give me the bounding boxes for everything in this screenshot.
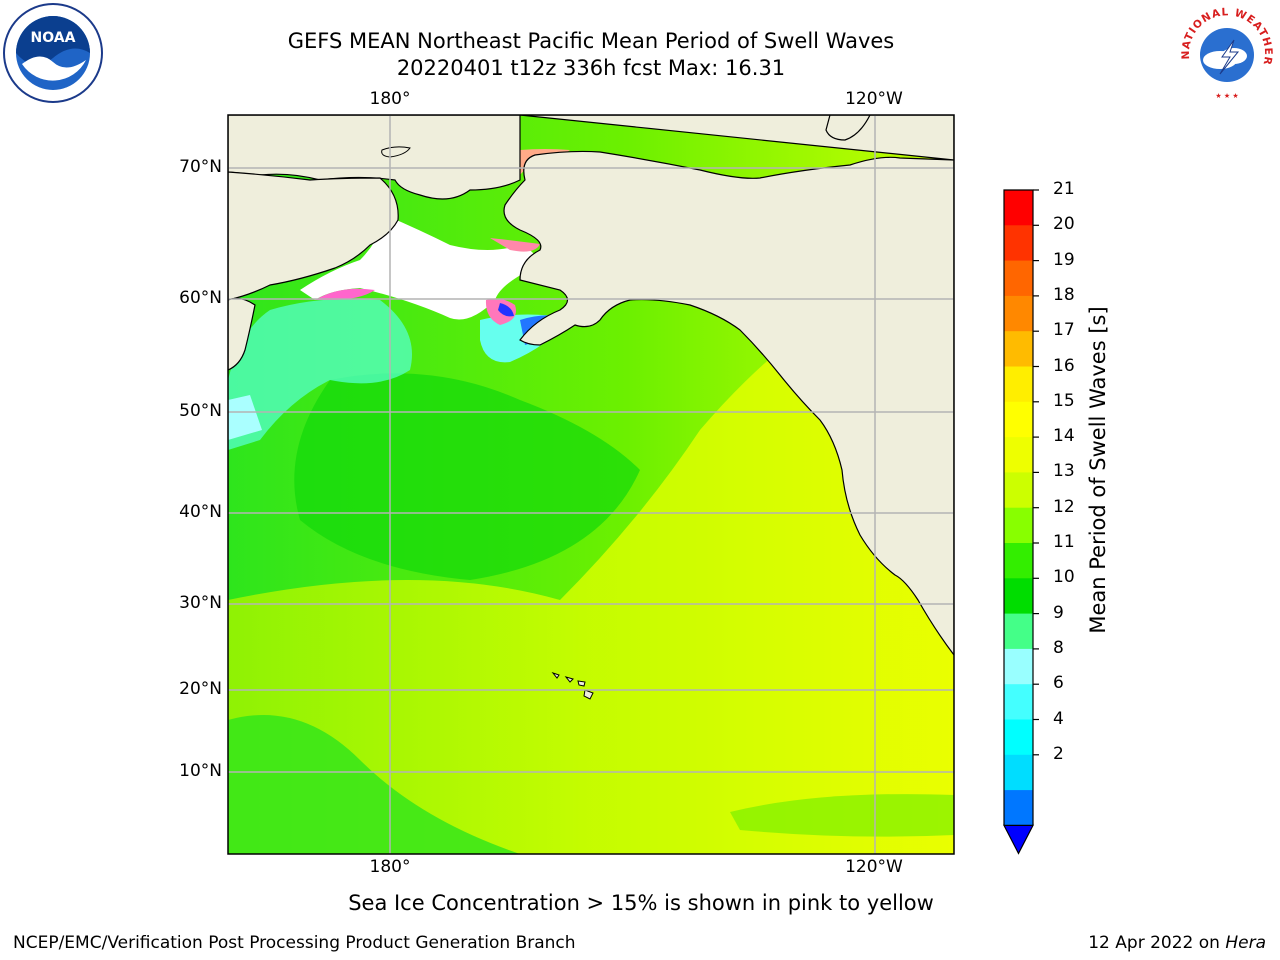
colorbar-tick-label: 2: [1053, 743, 1064, 764]
ocean-field-cyan-light: [228, 395, 262, 440]
nws-logo-icon: NATIONAL WEATHER SERVICE ★ ★ ★: [1176, 2, 1276, 102]
colorbar-tick-label: 18: [1053, 284, 1075, 305]
chart-subtitle: 20220401 t12z 336h fcst Max: 16.31: [396, 56, 786, 80]
colorbar-segment: [1004, 472, 1033, 509]
ocean-field-southwest: [228, 715, 520, 854]
lat-label-70n: 70°N: [179, 157, 222, 177]
colorbar-segment: [1004, 225, 1033, 262]
lon-label-bottom-180: 180°: [369, 857, 411, 877]
lat-label-60n: 60°N: [179, 288, 222, 308]
svg-text:★ ★ ★: ★ ★ ★: [1215, 92, 1238, 100]
land-arctic-island: [825, 115, 871, 141]
colorbar-segment: [1004, 190, 1033, 226]
lat-label-10n: 10°N: [179, 761, 222, 781]
colorbar-segment: [1004, 260, 1033, 297]
colorbar-segment: [1004, 437, 1033, 473]
colorbar-segment: [1004, 648, 1033, 685]
colorbar-segment: [1004, 790, 1033, 826]
colorbar-segment: [1004, 578, 1033, 615]
colorbar-tick-label: 8: [1053, 637, 1064, 658]
colorbar-segment: [1004, 507, 1033, 544]
lon-label-bottom-120w: 120°W: [845, 857, 903, 877]
colorbar-tick-label: 19: [1053, 249, 1075, 270]
lat-label-20n: 20°N: [179, 679, 222, 699]
noaa-logo-icon: NOAA: [3, 3, 103, 103]
grid-lines: [228, 115, 954, 854]
land-north-america: [503, 115, 954, 656]
ocean-field-south: [228, 320, 954, 854]
colorbar-tick-label: 9: [1053, 602, 1064, 623]
colorbar: [1003, 189, 1039, 855]
land-wrangel: [381, 146, 411, 158]
chart-title: GEFS MEAN Northeast Pacific Mean Period …: [287, 29, 895, 53]
sea-ice-pink-2: [490, 238, 540, 252]
land-siberia: [228, 115, 521, 200]
sea-ice: [300, 215, 536, 320]
lon-label-top-180: 180°: [369, 89, 411, 109]
ocean-field-core: [294, 373, 640, 580]
colorbar-tick-label: 17: [1053, 320, 1075, 341]
noaa-logo-text: NOAA: [31, 30, 76, 46]
colorbar-segment: [1004, 754, 1033, 791]
colorbar-tick-label: 14: [1053, 426, 1075, 447]
colorbar-tick-label: 4: [1053, 708, 1064, 729]
land-chukotka: [228, 171, 399, 301]
lon-label-top-120w: 120°W: [845, 89, 903, 109]
lat-label-50n: 50°N: [179, 401, 222, 421]
footer-date-text: 12 Apr 2022 on: [1088, 933, 1226, 953]
colorbar-tick-label: 11: [1053, 532, 1075, 552]
colorbar-tick-label: 15: [1053, 390, 1075, 411]
footer-credit: NCEP/EMC/Verification Post Processing Pr…: [13, 933, 576, 953]
ocean-field-southeast: [730, 794, 954, 837]
sea-ice-edge: [315, 288, 375, 300]
colorbar-tick-label: 13: [1053, 461, 1075, 482]
colorbar-segment: [1004, 295, 1033, 332]
footer-date: 12 Apr 2022 on Hera: [1088, 933, 1266, 953]
map-area: [228, 115, 954, 854]
colorbar-segment: [1004, 613, 1033, 650]
colorbar-segment: [1004, 684, 1033, 720]
colorbar-tick-label: 16: [1053, 355, 1075, 376]
sea-ice-note: Sea Ice Concentration > 15% is shown in …: [348, 891, 934, 915]
colorbar-tick-label: 20: [1053, 214, 1075, 235]
colorbar-segment: [1004, 401, 1033, 438]
map-frame: [227, 114, 955, 855]
colorbar-tick-label: 21: [1053, 179, 1075, 199]
colorbar-tick-label: 12: [1053, 496, 1075, 517]
footer-machine: Hera: [1225, 933, 1266, 953]
lat-label-40n: 40°N: [179, 502, 222, 522]
land-hawaii: [551, 671, 594, 700]
colorbar-segment: [1004, 331, 1033, 367]
colorbar-tick-label: 6: [1053, 673, 1064, 694]
colorbar-segment: [1004, 366, 1033, 403]
colorbar-tick-label: 10: [1053, 567, 1075, 588]
colorbar-extend-arrow: [1003, 824, 1034, 855]
sea-ice-blue: [498, 303, 514, 317]
colorbar-segment: [1004, 543, 1033, 579]
colorbar-segment: [1004, 719, 1033, 756]
lat-label-30n: 30°N: [179, 593, 222, 613]
colorbar-title: Mean Period of Swell Waves [s]: [1086, 306, 1110, 634]
